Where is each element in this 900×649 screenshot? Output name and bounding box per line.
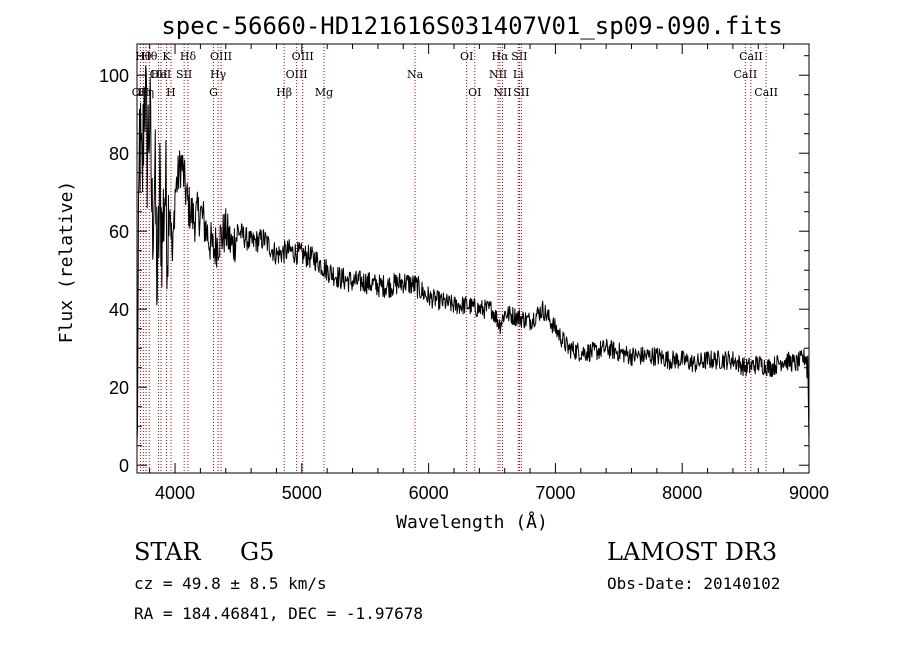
spectral-line-label: NII	[489, 68, 507, 81]
y-tick-label: 20	[109, 378, 129, 398]
y-tick-label: 40	[109, 300, 129, 320]
spectral-line-label: SII	[513, 86, 529, 99]
spectral-line-label: Hα	[491, 50, 509, 63]
object-subclass: G5	[240, 538, 275, 566]
spectral-line-label: SII	[511, 50, 527, 63]
spectral-line-label: OIII	[292, 50, 314, 63]
x-tick-label: 7000	[535, 483, 575, 503]
y-tick-label: 80	[109, 144, 129, 164]
axes: 4000 5000 6000 7000 8000 9000 0 20 40 60 80 100	[99, 44, 829, 503]
observation-date: Obs-Date: 20140102	[607, 574, 781, 593]
survey-name: LAMOST DR3	[607, 538, 778, 566]
y-tick-label: 60	[109, 222, 129, 242]
x-tick-label: 4000	[155, 483, 195, 503]
spectral-line-label: OI	[460, 50, 473, 63]
spectral-line-label: CaII	[754, 86, 778, 99]
spectrum-line	[136, 65, 810, 446]
spectral-line-label: OII	[150, 68, 168, 81]
spectral-line-label: G	[209, 86, 218, 99]
x-tick-label: 6000	[409, 483, 449, 503]
spectral-line-label: SII	[176, 68, 192, 81]
x-tick-label: 5000	[282, 483, 322, 503]
spectral-line-label: Hβ	[276, 86, 292, 99]
coordinates: RA = 184.46841, DEC = -1.97678	[134, 604, 423, 623]
spectral-line-label: CaII	[739, 50, 763, 63]
spectral-line-label: CaII	[734, 68, 758, 81]
spectral-line-label: Hγ	[210, 68, 227, 81]
spectral-line-label: Hδ	[180, 50, 197, 63]
spectral-line-label: Mg	[315, 86, 333, 99]
y-tick-label: 0	[119, 456, 129, 476]
data-layer	[136, 65, 810, 446]
x-tick-label: 9000	[789, 483, 829, 503]
spectral-line-label: Hθ	[135, 50, 152, 63]
y-tick-label: 100	[99, 66, 129, 86]
spectral-line-label: Hη	[138, 86, 154, 99]
x-tick-label: 8000	[662, 483, 702, 503]
spectral-line-label: NII	[493, 86, 511, 99]
y-axis-label: Flux (relative)	[56, 181, 77, 344]
spectral-line-label: OIII	[210, 50, 232, 63]
spectral-line-label: Hθ	[141, 50, 158, 63]
plot-frame	[136, 43, 810, 474]
x-axis-label: Wavelength (Å)	[396, 511, 548, 533]
spectral-line-label: HeI	[151, 68, 171, 81]
spectral-line-label: Li	[513, 68, 524, 81]
spectral-line-label: Na	[407, 68, 424, 81]
spectral-line-label: OI	[468, 86, 481, 99]
spectral-line-label: K	[162, 50, 171, 63]
line-markers: OIIHθHηHθOIIHeIKHSIIHδGHγOIIIHβOIIIOIIIM…	[132, 44, 778, 473]
chart-title: spec-56660-HD121616S031407V01_sp09-090.f…	[161, 12, 782, 40]
spectral-line-label: OIII	[286, 68, 308, 81]
redshift-cz: cz = 49.8 ± 8.5 km/s	[134, 574, 327, 593]
spectral-line-label: H	[166, 86, 176, 99]
spectral-line-label: OII	[132, 86, 150, 99]
object-class: STAR	[134, 538, 201, 566]
